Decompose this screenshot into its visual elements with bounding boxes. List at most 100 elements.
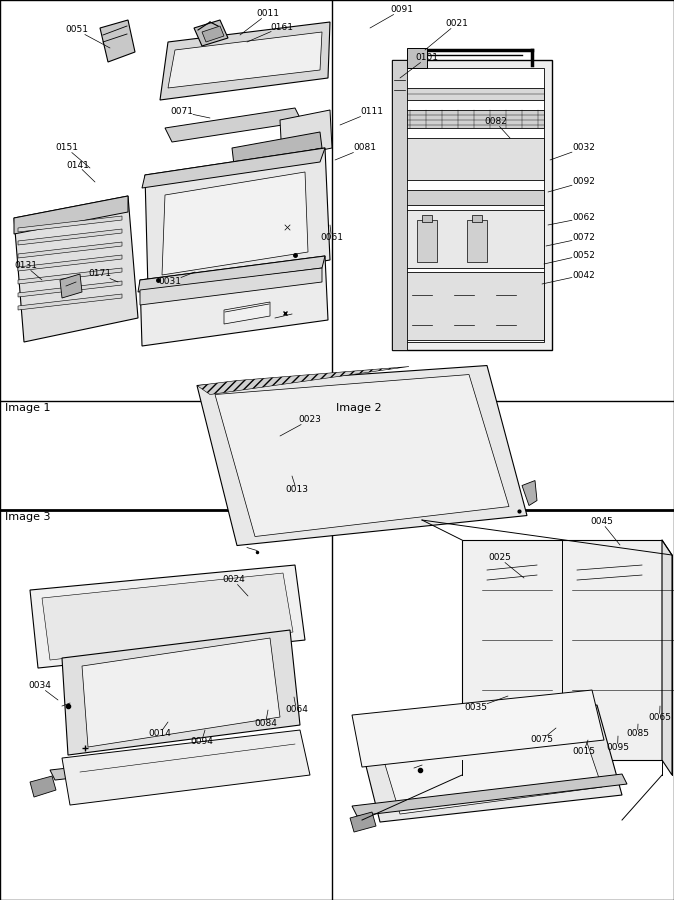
Text: 0141: 0141: [66, 160, 95, 182]
Polygon shape: [14, 196, 128, 234]
Text: 0014: 0014: [148, 722, 171, 739]
Text: 0021: 0021: [425, 20, 468, 50]
Polygon shape: [82, 638, 280, 747]
Polygon shape: [352, 774, 627, 816]
Text: Image 1: Image 1: [5, 403, 51, 413]
Polygon shape: [145, 148, 330, 290]
Text: 0161: 0161: [247, 22, 293, 42]
Circle shape: [450, 154, 470, 174]
Polygon shape: [407, 48, 427, 68]
Circle shape: [352, 817, 362, 827]
Polygon shape: [400, 88, 544, 100]
Polygon shape: [392, 60, 552, 350]
Polygon shape: [400, 138, 544, 180]
Circle shape: [412, 154, 432, 174]
Text: 0035: 0035: [464, 696, 508, 713]
Polygon shape: [18, 216, 122, 232]
Polygon shape: [280, 110, 332, 158]
Polygon shape: [357, 705, 622, 822]
Polygon shape: [232, 132, 322, 165]
Text: 0085: 0085: [626, 724, 649, 739]
Polygon shape: [100, 20, 135, 62]
Text: 0013: 0013: [285, 476, 308, 494]
Polygon shape: [400, 190, 544, 205]
Polygon shape: [42, 573, 293, 660]
Polygon shape: [197, 365, 527, 545]
Polygon shape: [60, 274, 82, 298]
Polygon shape: [392, 60, 407, 350]
Polygon shape: [215, 374, 509, 536]
Text: 0034: 0034: [28, 681, 58, 700]
Text: 0111: 0111: [340, 107, 383, 125]
Polygon shape: [18, 294, 122, 310]
Polygon shape: [30, 776, 56, 797]
Polygon shape: [350, 812, 376, 832]
Polygon shape: [140, 256, 328, 346]
Polygon shape: [50, 742, 300, 780]
Text: 0075: 0075: [530, 728, 556, 744]
Text: 0025: 0025: [488, 554, 524, 578]
Text: 0015: 0015: [572, 740, 595, 757]
Polygon shape: [168, 32, 322, 88]
Text: 0062: 0062: [548, 213, 595, 225]
Polygon shape: [18, 242, 122, 258]
Polygon shape: [165, 108, 302, 142]
Polygon shape: [14, 196, 138, 342]
Text: Image 3: Image 3: [5, 512, 51, 522]
Circle shape: [407, 295, 437, 325]
Polygon shape: [400, 210, 544, 268]
Circle shape: [488, 138, 508, 158]
Text: 0131: 0131: [14, 262, 42, 280]
Circle shape: [449, 295, 479, 325]
Polygon shape: [472, 215, 482, 222]
Polygon shape: [62, 630, 300, 755]
Text: 0095: 0095: [606, 736, 629, 752]
Polygon shape: [400, 272, 544, 340]
Text: 0065: 0065: [648, 706, 671, 723]
Circle shape: [491, 295, 521, 325]
Polygon shape: [62, 730, 310, 805]
Text: 0071: 0071: [170, 107, 210, 118]
Polygon shape: [18, 268, 122, 284]
Text: 0101: 0101: [400, 53, 438, 78]
Polygon shape: [352, 690, 604, 767]
Text: 0082: 0082: [484, 118, 510, 138]
Polygon shape: [400, 68, 544, 342]
Polygon shape: [462, 540, 662, 760]
Text: Image 2: Image 2: [336, 403, 382, 413]
Text: 0032: 0032: [550, 143, 595, 160]
Polygon shape: [400, 110, 544, 128]
Text: 0011: 0011: [240, 10, 279, 35]
Polygon shape: [140, 268, 322, 305]
Text: 0051: 0051: [65, 25, 110, 48]
Polygon shape: [377, 713, 602, 814]
Polygon shape: [18, 229, 122, 245]
Polygon shape: [224, 302, 270, 324]
Circle shape: [412, 138, 432, 158]
Polygon shape: [202, 26, 224, 42]
Text: 0061: 0061: [320, 225, 343, 242]
Text: 0042: 0042: [542, 271, 594, 284]
Text: 0031: 0031: [158, 272, 195, 286]
Text: 0072: 0072: [546, 233, 595, 246]
Polygon shape: [662, 540, 672, 775]
Polygon shape: [194, 20, 228, 46]
Text: 0024: 0024: [222, 575, 248, 596]
Polygon shape: [522, 481, 537, 506]
Text: 0091: 0091: [370, 5, 413, 28]
Text: 0084: 0084: [254, 710, 277, 728]
Polygon shape: [30, 565, 305, 668]
Polygon shape: [138, 256, 325, 292]
Circle shape: [488, 154, 508, 174]
Text: 0092: 0092: [548, 177, 595, 192]
Text: 0064: 0064: [285, 697, 308, 715]
Text: 0151: 0151: [55, 143, 90, 168]
Text: 0023: 0023: [280, 416, 321, 436]
Text: 0094: 0094: [190, 730, 213, 746]
Polygon shape: [160, 22, 330, 100]
Polygon shape: [162, 172, 308, 275]
Text: 0052: 0052: [544, 250, 595, 264]
Polygon shape: [417, 220, 437, 262]
Text: 0081: 0081: [335, 143, 376, 160]
Polygon shape: [422, 215, 432, 222]
